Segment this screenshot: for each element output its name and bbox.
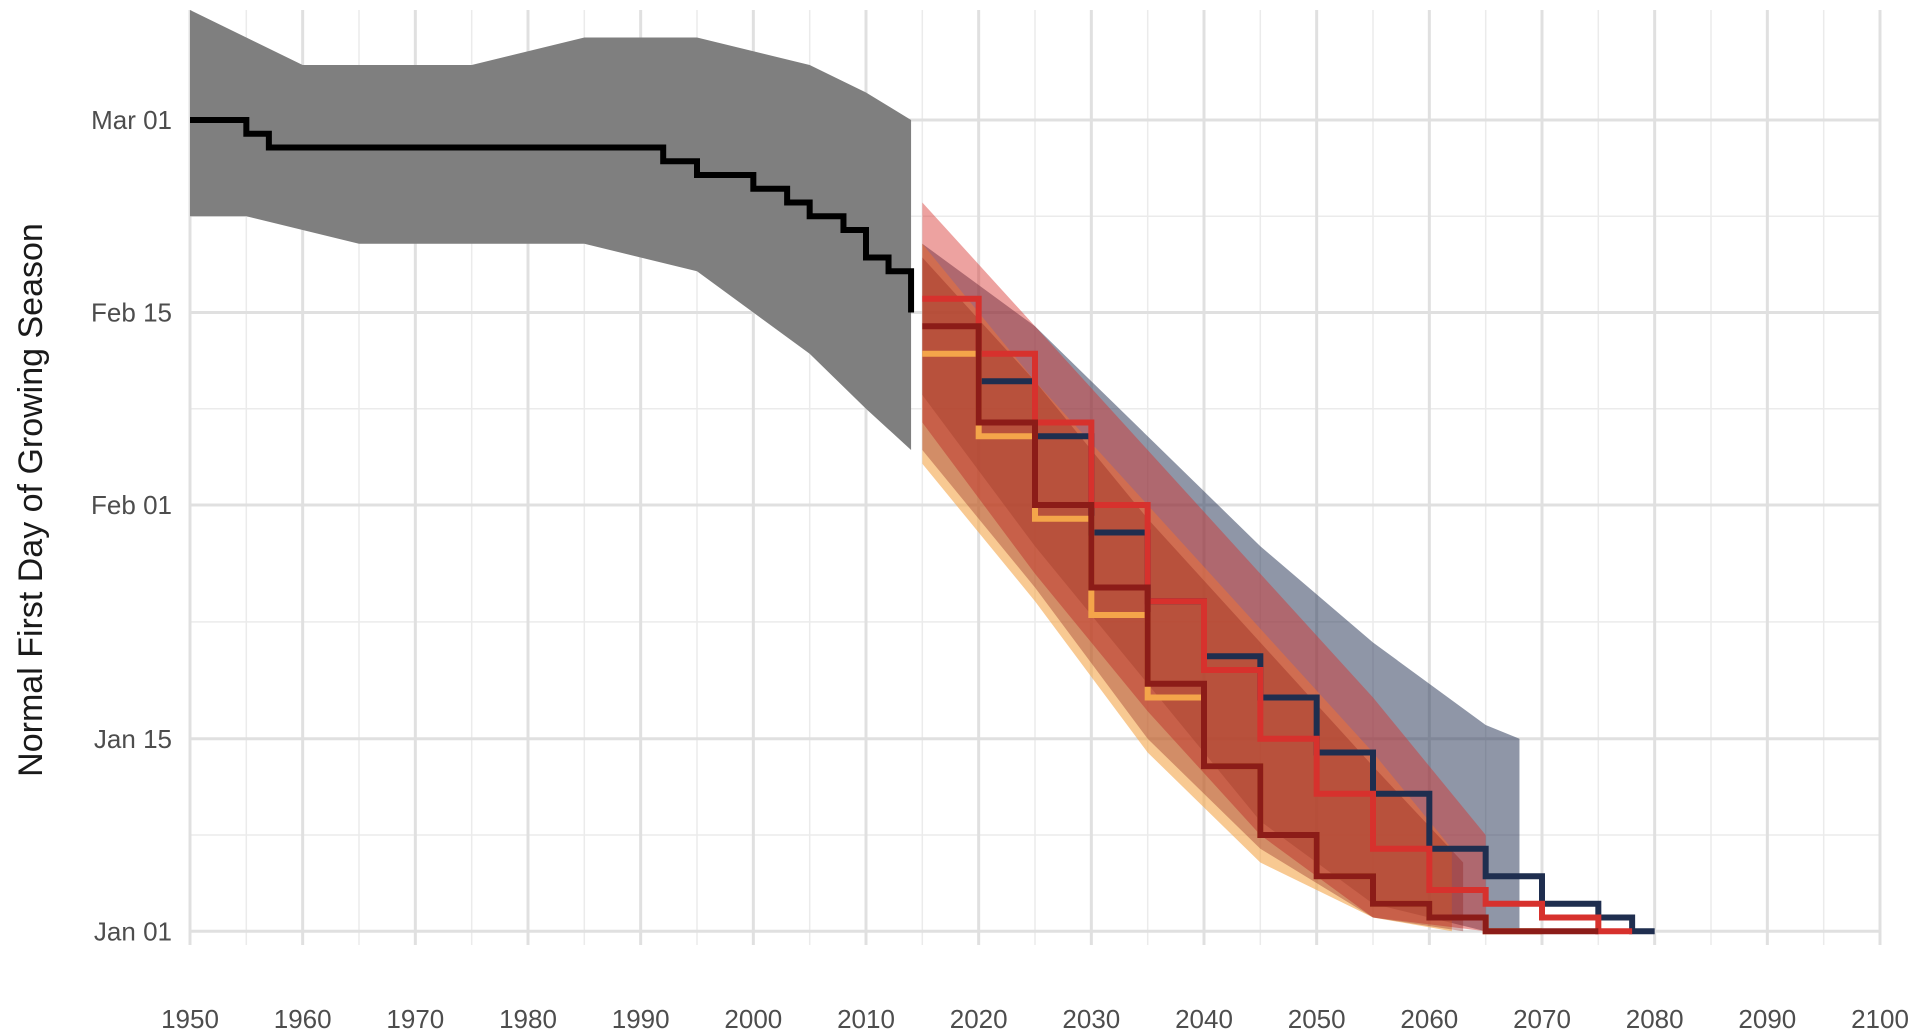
axis-layer: 1950 1960 1970 1980 1990 2000 2010 2020 2030 2040… (91, 105, 1909, 1034)
x-tick-label: 1990 (612, 1004, 670, 1034)
x-tick-label: 2040 (1175, 1004, 1233, 1034)
x-tick-label: 2000 (724, 1004, 782, 1034)
x-tick-label: 2010 (837, 1004, 895, 1034)
x-tick-label: 2020 (950, 1004, 1008, 1034)
y-tick-label: Mar 01 (91, 105, 172, 135)
x-tick-label: 1980 (499, 1004, 557, 1034)
y-tick-label: Jan 15 (94, 724, 172, 754)
x-tick-label: 2060 (1400, 1004, 1458, 1034)
series-line (978, 378, 1655, 935)
x-tick-label: 2030 (1062, 1004, 1120, 1034)
y-tick-label: Feb 15 (91, 298, 172, 328)
uncertainty-band (922, 202, 1486, 932)
y-axis-title: Normal First Day of Growing Season (12, 223, 50, 777)
x-tick-label: 2090 (1738, 1004, 1796, 1034)
x-tick-label: 2050 (1288, 1004, 1346, 1034)
series-layer (190, 117, 1655, 935)
x-tick-label: 1950 (161, 1004, 219, 1034)
x-tick-label: 2080 (1626, 1004, 1684, 1034)
x-tick-label: 2100 (1851, 1004, 1909, 1034)
x-tick-label: 2070 (1513, 1004, 1571, 1034)
series-line (922, 295, 1633, 935)
uncertainty-band (922, 257, 1464, 932)
x-tick-label: 1970 (386, 1004, 444, 1034)
x-tick-label: 1960 (274, 1004, 332, 1034)
series-line (190, 117, 915, 313)
y-tick-label: Jan 01 (94, 916, 172, 946)
uncertainty-band (190, 10, 912, 450)
y-tick-label: Feb 01 (91, 490, 172, 520)
series-line (922, 323, 1599, 935)
